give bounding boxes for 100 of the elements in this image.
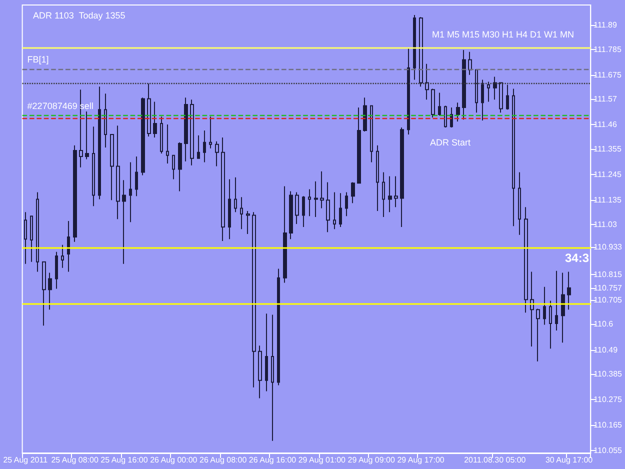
candlestick xyxy=(339,192,342,228)
candlestick xyxy=(555,270,558,331)
candlestick xyxy=(394,176,398,208)
candlestick xyxy=(462,50,466,120)
candlestick xyxy=(481,79,484,122)
candlestick xyxy=(42,261,46,326)
candlestick xyxy=(549,300,552,350)
candlestick xyxy=(506,84,509,110)
candlestick xyxy=(382,172,385,218)
x-tick-label: 2011.08.30 05:00 xyxy=(464,456,526,464)
candlestick xyxy=(147,83,151,138)
candlestick xyxy=(475,69,478,114)
candlestick xyxy=(493,76,497,100)
candlestick xyxy=(252,212,256,388)
x-tick-label: 25 Aug 16:00 xyxy=(100,456,148,464)
candlestick xyxy=(197,134,200,159)
candlestick xyxy=(141,97,145,176)
x-tick-label: 25 Aug 08:00 xyxy=(51,456,99,464)
candlestick xyxy=(543,286,546,326)
candlestick xyxy=(178,142,182,192)
candlestick xyxy=(302,196,305,228)
candlestick xyxy=(425,63,429,100)
candlestick xyxy=(345,192,348,217)
candlestick xyxy=(172,154,175,180)
candlestick xyxy=(116,125,120,220)
candlestick xyxy=(122,180,126,264)
candlestick xyxy=(431,88,435,118)
x-tick-label: 30 Aug 17:00 xyxy=(545,456,594,464)
candlestick xyxy=(413,14,416,80)
candlestick xyxy=(129,162,132,223)
candlestick xyxy=(215,140,219,167)
candlestick xyxy=(234,176,237,213)
candlestick xyxy=(388,176,392,213)
candlestick xyxy=(512,88,515,227)
candlestick xyxy=(567,271,571,310)
x-tick-label: 26 Aug 00:00 xyxy=(150,456,198,464)
candlestick xyxy=(110,134,114,201)
candlestick xyxy=(203,130,206,163)
y-tick-label: 110.6 xyxy=(594,320,614,329)
x-tick-label: 29 Aug 17:00 xyxy=(397,456,445,464)
annotation: 34:3 xyxy=(565,251,590,265)
y-tick-label: 110.49 xyxy=(594,345,618,354)
candlestick xyxy=(357,107,361,184)
candlestick xyxy=(166,124,169,164)
candlestick xyxy=(30,216,33,262)
candlestick xyxy=(221,136,225,242)
candlestick xyxy=(240,196,243,230)
x-tick-label: 26 Aug 16:00 xyxy=(248,456,297,464)
candlestick xyxy=(228,178,231,240)
candlestick xyxy=(561,272,565,344)
candlestick xyxy=(487,81,490,102)
candlestick xyxy=(209,116,212,149)
candlestick xyxy=(468,51,472,76)
y-tick-label: 111.57 xyxy=(594,94,618,104)
candlestick xyxy=(419,16,423,88)
candlestick xyxy=(407,47,410,135)
candlestick xyxy=(308,188,311,217)
y-tick-label: 110.757 xyxy=(594,283,623,292)
y-tick-label: 111.785 xyxy=(594,44,622,54)
ref-line-label: FB[1] xyxy=(27,54,49,65)
candlestick xyxy=(530,271,534,348)
y-tick-label: 111.03 xyxy=(594,220,618,229)
candlestick xyxy=(190,99,194,166)
y-tick-label: 111.675 xyxy=(594,70,622,80)
x-tick-label: 29 Aug 01:00 xyxy=(298,456,346,464)
candlestick xyxy=(246,210,250,234)
text: ADR 1103 Today 1355 xyxy=(33,10,126,20)
candlestick xyxy=(438,92,441,116)
candlestick xyxy=(283,186,287,284)
annotation: M1 M5 M15 M30 H1 H4 D1 W1 MN xyxy=(432,30,574,40)
y-tick-label: 110.385 xyxy=(594,370,623,379)
candlestick xyxy=(92,126,95,207)
candlestick xyxy=(36,192,39,272)
candlestick xyxy=(277,268,280,386)
candlestick xyxy=(499,82,503,114)
candlestick xyxy=(289,190,293,240)
y-tick-label: 111.46 xyxy=(594,120,618,130)
candlestick xyxy=(536,308,540,362)
y-tick-label: 110.933 xyxy=(594,242,623,252)
candlestick xyxy=(184,97,188,162)
annotation: ADR Start xyxy=(430,138,472,148)
candlestick xyxy=(265,313,268,392)
candlestick xyxy=(333,192,336,230)
candlestick xyxy=(135,156,138,197)
candlestick xyxy=(24,212,27,264)
candlestick xyxy=(104,93,107,148)
candlestick xyxy=(370,105,373,163)
y-tick-label: 111.355 xyxy=(594,144,622,154)
candlestick xyxy=(524,206,528,314)
candlestick xyxy=(314,180,318,218)
y-tick-label: 110.705 xyxy=(594,295,623,304)
candlestick xyxy=(518,172,521,236)
candlestick xyxy=(444,105,447,128)
candlestick xyxy=(376,144,379,212)
y-tick-label: 111.245 xyxy=(594,170,622,180)
y-tick-label: 110.275 xyxy=(594,395,623,404)
candlestick xyxy=(160,116,163,154)
candlestick xyxy=(61,244,64,268)
y-tick-label: 111.135 xyxy=(594,196,622,205)
candlestick xyxy=(85,110,89,160)
